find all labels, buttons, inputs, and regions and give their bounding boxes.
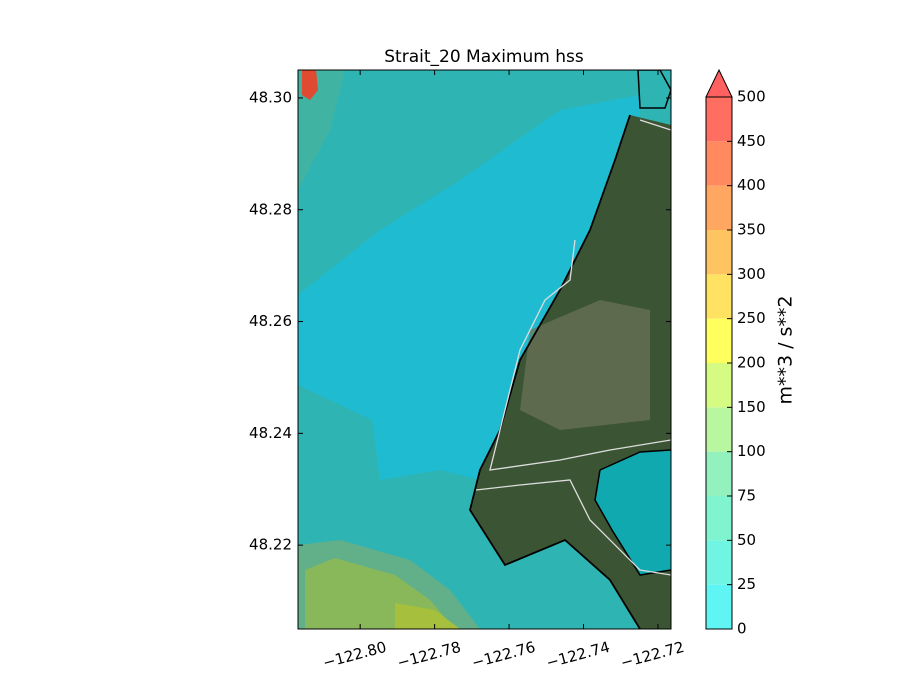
colorbar-label: m**3 / s**2: [775, 295, 797, 404]
colorbar-extend: [705, 68, 733, 98]
colorbar-swatch: [706, 141, 732, 186]
colorbar-tick-label: 25: [737, 575, 756, 593]
land-patch: [520, 300, 650, 430]
colorbar-tick-label: 75: [737, 487, 756, 505]
y-tick-label: 48.24: [249, 424, 292, 442]
colorbar-tick-label: 450: [737, 132, 766, 150]
colorbar-tick-label: 400: [737, 176, 766, 194]
colorbar-swatch: [706, 584, 732, 629]
x-tick-label: −122.74: [544, 638, 612, 672]
coastline: [469, 114, 641, 629]
coastline: [637, 70, 671, 109]
contour-region: [302, 70, 318, 100]
coastline: [594, 449, 671, 576]
colorbar-tick-label: 500: [737, 88, 766, 106]
colorbar-swatch: [706, 407, 732, 452]
colorbar-tick-label: 250: [737, 309, 766, 327]
colorbar-swatch: [706, 274, 732, 319]
colorbar-swatch: [706, 496, 732, 541]
bay: [595, 450, 671, 575]
plot-frame: [297, 69, 672, 630]
x-tick-label: −122.80: [321, 638, 389, 672]
colorbar-swatch: [706, 540, 732, 585]
colorbar-swatch: [706, 451, 732, 496]
map-area: [298, 70, 671, 629]
contour-region: [298, 70, 345, 190]
colorbar-swatch: [706, 318, 732, 363]
x-tick-label: −122.76: [470, 638, 538, 672]
y-tick-label: 48.30: [249, 88, 292, 106]
y-tick-label: 48.22: [249, 536, 292, 554]
colorbar-tick-label: 350: [737, 221, 766, 239]
colorbar-swatch: [706, 97, 732, 142]
colorbar-swatch: [706, 230, 732, 275]
y-tick-label: 48.26: [249, 312, 292, 330]
colorbar-tick-label: 200: [737, 354, 766, 372]
colorbar-tick-label: 100: [737, 442, 766, 460]
colorbar-swatch: [706, 185, 732, 230]
contour-region: [395, 603, 460, 629]
colorbar-tick-label: 0: [737, 620, 747, 638]
map-title: Strait_20 Maximum hss: [384, 47, 584, 67]
colorbar-tick-label: 50: [737, 531, 756, 549]
colorbar-tick-label: 150: [737, 398, 766, 416]
y-tick-label: 48.28: [249, 200, 292, 218]
colorbar-swatch: [706, 363, 732, 408]
x-tick-label: −122.72: [619, 638, 687, 672]
contour-line: [475, 119, 671, 576]
colorbar-tick-label: 300: [737, 265, 766, 283]
x-tick-label: −122.78: [395, 638, 463, 672]
